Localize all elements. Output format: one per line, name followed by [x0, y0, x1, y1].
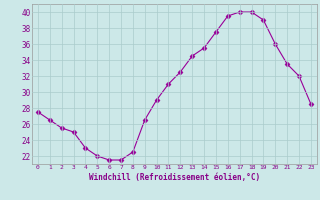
- X-axis label: Windchill (Refroidissement éolien,°C): Windchill (Refroidissement éolien,°C): [89, 173, 260, 182]
